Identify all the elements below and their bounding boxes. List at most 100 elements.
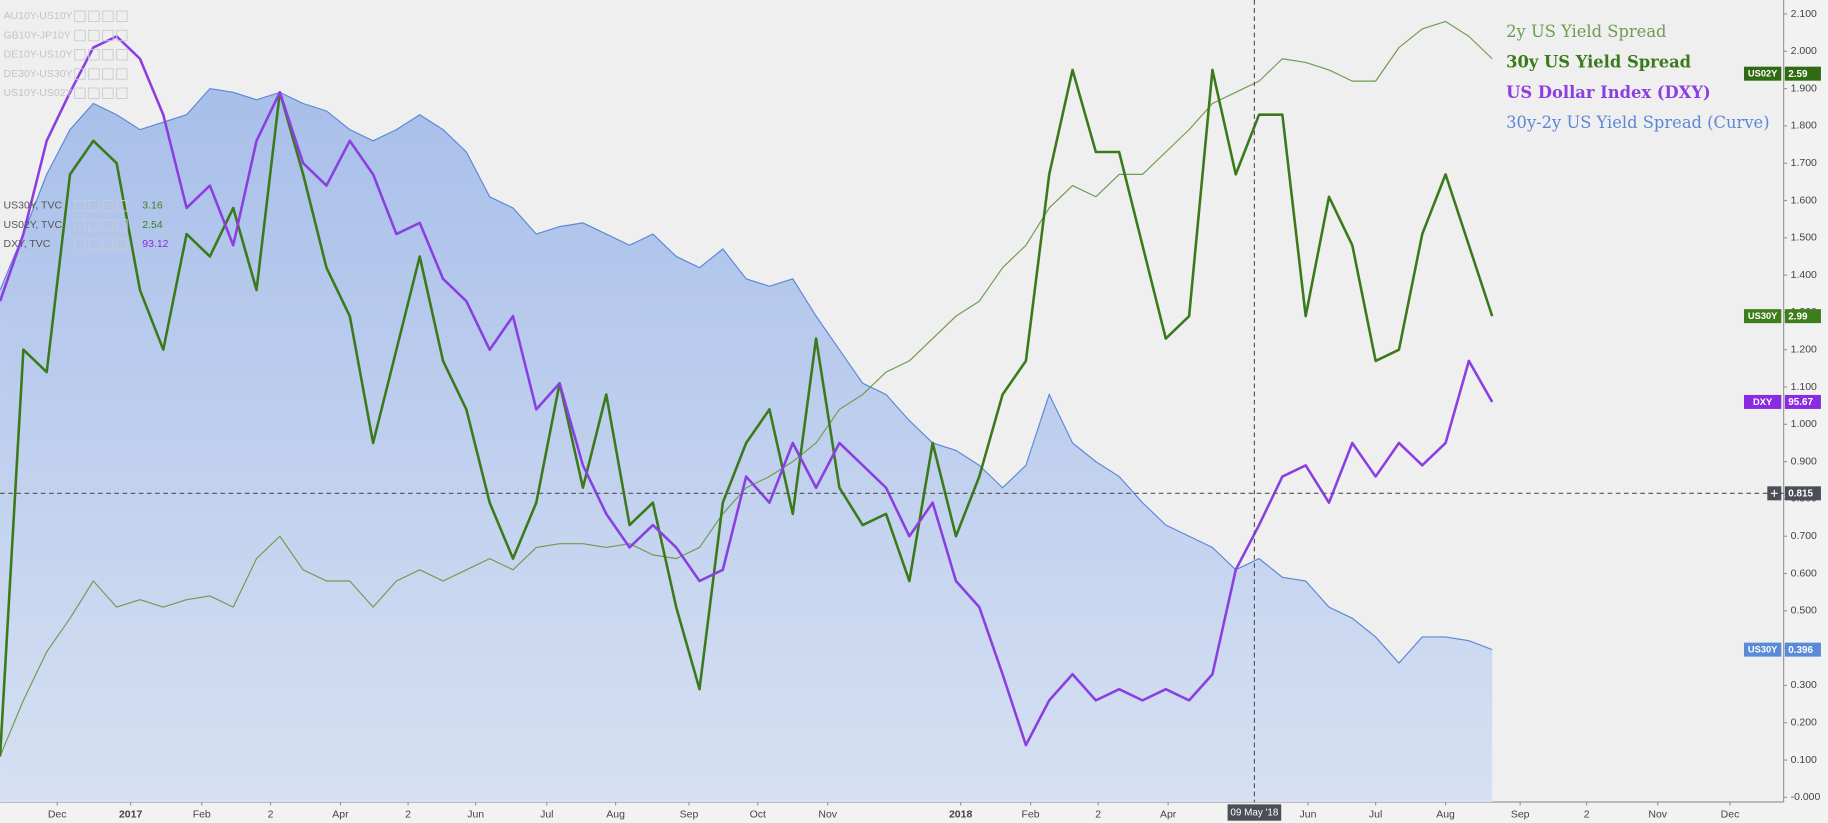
- legend-entry: 2y US Yield Spread: [1506, 22, 1666, 41]
- indicator-button: [102, 87, 114, 99]
- y-tick-label: 1.200: [1791, 344, 1817, 355]
- x-tick-label: Jul: [1369, 810, 1382, 821]
- plot-area: [0, 20, 1494, 803]
- indicator-button: [88, 10, 100, 23]
- price-tag-value: 0.396: [1788, 645, 1813, 656]
- series-line: [0, 35, 1494, 747]
- x-tick-label: Aug: [1436, 810, 1455, 821]
- y-tick-label: 2.100: [1791, 9, 1817, 20]
- indicator-button: [102, 219, 114, 231]
- legend-entry: US Dollar Index (DXY): [1506, 83, 1711, 102]
- time-axis: [0, 802, 1828, 823]
- indicator-button: [88, 68, 100, 80]
- price-tag-value-box: [1784, 394, 1821, 409]
- indicator-button: [74, 29, 86, 42]
- y-tick-label: -0.000: [1791, 792, 1821, 803]
- y-tick-label: 1.000: [1791, 419, 1817, 430]
- price-tag-value: 2.99: [1788, 311, 1808, 322]
- indicator-value: 93.12: [142, 239, 168, 250]
- x-tick-label: Oct: [750, 810, 766, 821]
- indicator-button: [74, 219, 86, 231]
- series-line: [0, 20, 1493, 757]
- indicator-button: [88, 200, 100, 212]
- indicator-button: [102, 238, 114, 250]
- legend-entry: 30y US Yield Spread: [1506, 52, 1691, 71]
- x-tick-label: 2018: [949, 810, 972, 821]
- indicator-value: 2.54: [142, 220, 163, 231]
- x-tick-label: Jun: [467, 810, 484, 821]
- indicator-name: DXY, TVC: [4, 239, 51, 250]
- indicator-button: [116, 49, 128, 61]
- x-tick-label: Apr: [332, 810, 349, 821]
- price-tag-name-box: [1743, 394, 1782, 409]
- y-tick-label: 1.100: [1791, 382, 1817, 393]
- indicator-name: US30Y, TVC: [4, 201, 63, 212]
- indicator-button: [102, 68, 114, 80]
- indicator-name: GB10Y-JP10Y: [4, 30, 71, 41]
- indicator-value: 3.16: [142, 201, 163, 212]
- price-tag-value-box: [1784, 66, 1821, 81]
- indicator-button: [74, 10, 86, 23]
- indicator-button: [116, 87, 128, 99]
- price-axis: [1783, 0, 1828, 823]
- y-tick-label: 1.900: [1791, 83, 1817, 94]
- price-tag-value-box: [1784, 642, 1821, 657]
- y-tick-label: 0.700: [1791, 531, 1817, 542]
- y-tick-label: 1.500: [1791, 233, 1817, 244]
- indicator-name: DE30Y-US30Y: [4, 69, 73, 80]
- y-tick-label: 0.900: [1791, 456, 1817, 467]
- indicator-name: US10Y-US02Y: [4, 88, 73, 99]
- price-tag-name-box: [1743, 66, 1782, 81]
- price-tag-value-box: [1784, 309, 1821, 324]
- indicator-button: [88, 87, 100, 99]
- area-line: [0, 87, 1493, 664]
- indicator-button: [74, 49, 86, 61]
- indicator-button: [116, 219, 128, 231]
- indicator-button: [74, 200, 86, 212]
- indicator-button: [88, 29, 100, 42]
- x-tick-label: Apr: [1160, 810, 1177, 821]
- y-tick-label: 2.000: [1791, 46, 1817, 57]
- indicator-button: [102, 200, 114, 212]
- y-tick-label: 1.600: [1791, 195, 1817, 206]
- y-tick-label: 0.500: [1791, 606, 1817, 617]
- indicator-name: DE10Y-US10Y: [4, 50, 73, 61]
- x-tick-label: Sep: [680, 810, 699, 821]
- price-tag-value: 95.67: [1788, 397, 1813, 408]
- indicator-button: [116, 238, 128, 250]
- indicator-button: [102, 10, 114, 23]
- x-tick-label: Jun: [1300, 810, 1317, 821]
- price-tag-name: US30Y: [1748, 645, 1778, 655]
- y-tick-label: 1.800: [1791, 121, 1817, 132]
- price-tag-value: 2.59: [1788, 69, 1808, 80]
- indicator-button: [116, 68, 128, 80]
- y-tick-label: 1.700: [1791, 158, 1817, 169]
- indicator-button: [88, 238, 100, 250]
- series-line: [0, 68, 1494, 757]
- x-tick-label: Jul: [540, 810, 553, 821]
- x-tick-label: Nov: [818, 810, 837, 821]
- indicator-button: [74, 68, 86, 80]
- x-tick-label: Sep: [1511, 810, 1530, 821]
- y-tick-label: 1.400: [1791, 270, 1817, 281]
- crosshair-x-label: 09 May '18: [1230, 808, 1279, 819]
- indicator-button: [88, 49, 100, 61]
- indicator-button: [74, 238, 86, 250]
- crosshair-x-tag: [1227, 804, 1282, 821]
- legend-entry: 30y-2y US Yield Spread (Curve): [1506, 113, 1769, 132]
- price-tag-name: US30Y: [1748, 311, 1778, 321]
- x-tick-label: 2: [1095, 810, 1101, 821]
- indicator-button: [102, 49, 114, 61]
- indicator-button: [102, 29, 114, 42]
- x-tick-label: Dec: [48, 810, 67, 821]
- indicator-button: [116, 200, 128, 212]
- y-tick-label: 0.300: [1791, 680, 1817, 691]
- crosshair-y-tag: [1784, 486, 1821, 501]
- x-tick-label: 2017: [119, 810, 142, 821]
- x-tick-label: Feb: [193, 810, 211, 821]
- y-tick-label: 0.600: [1791, 568, 1817, 579]
- indicator-button: [116, 10, 128, 23]
